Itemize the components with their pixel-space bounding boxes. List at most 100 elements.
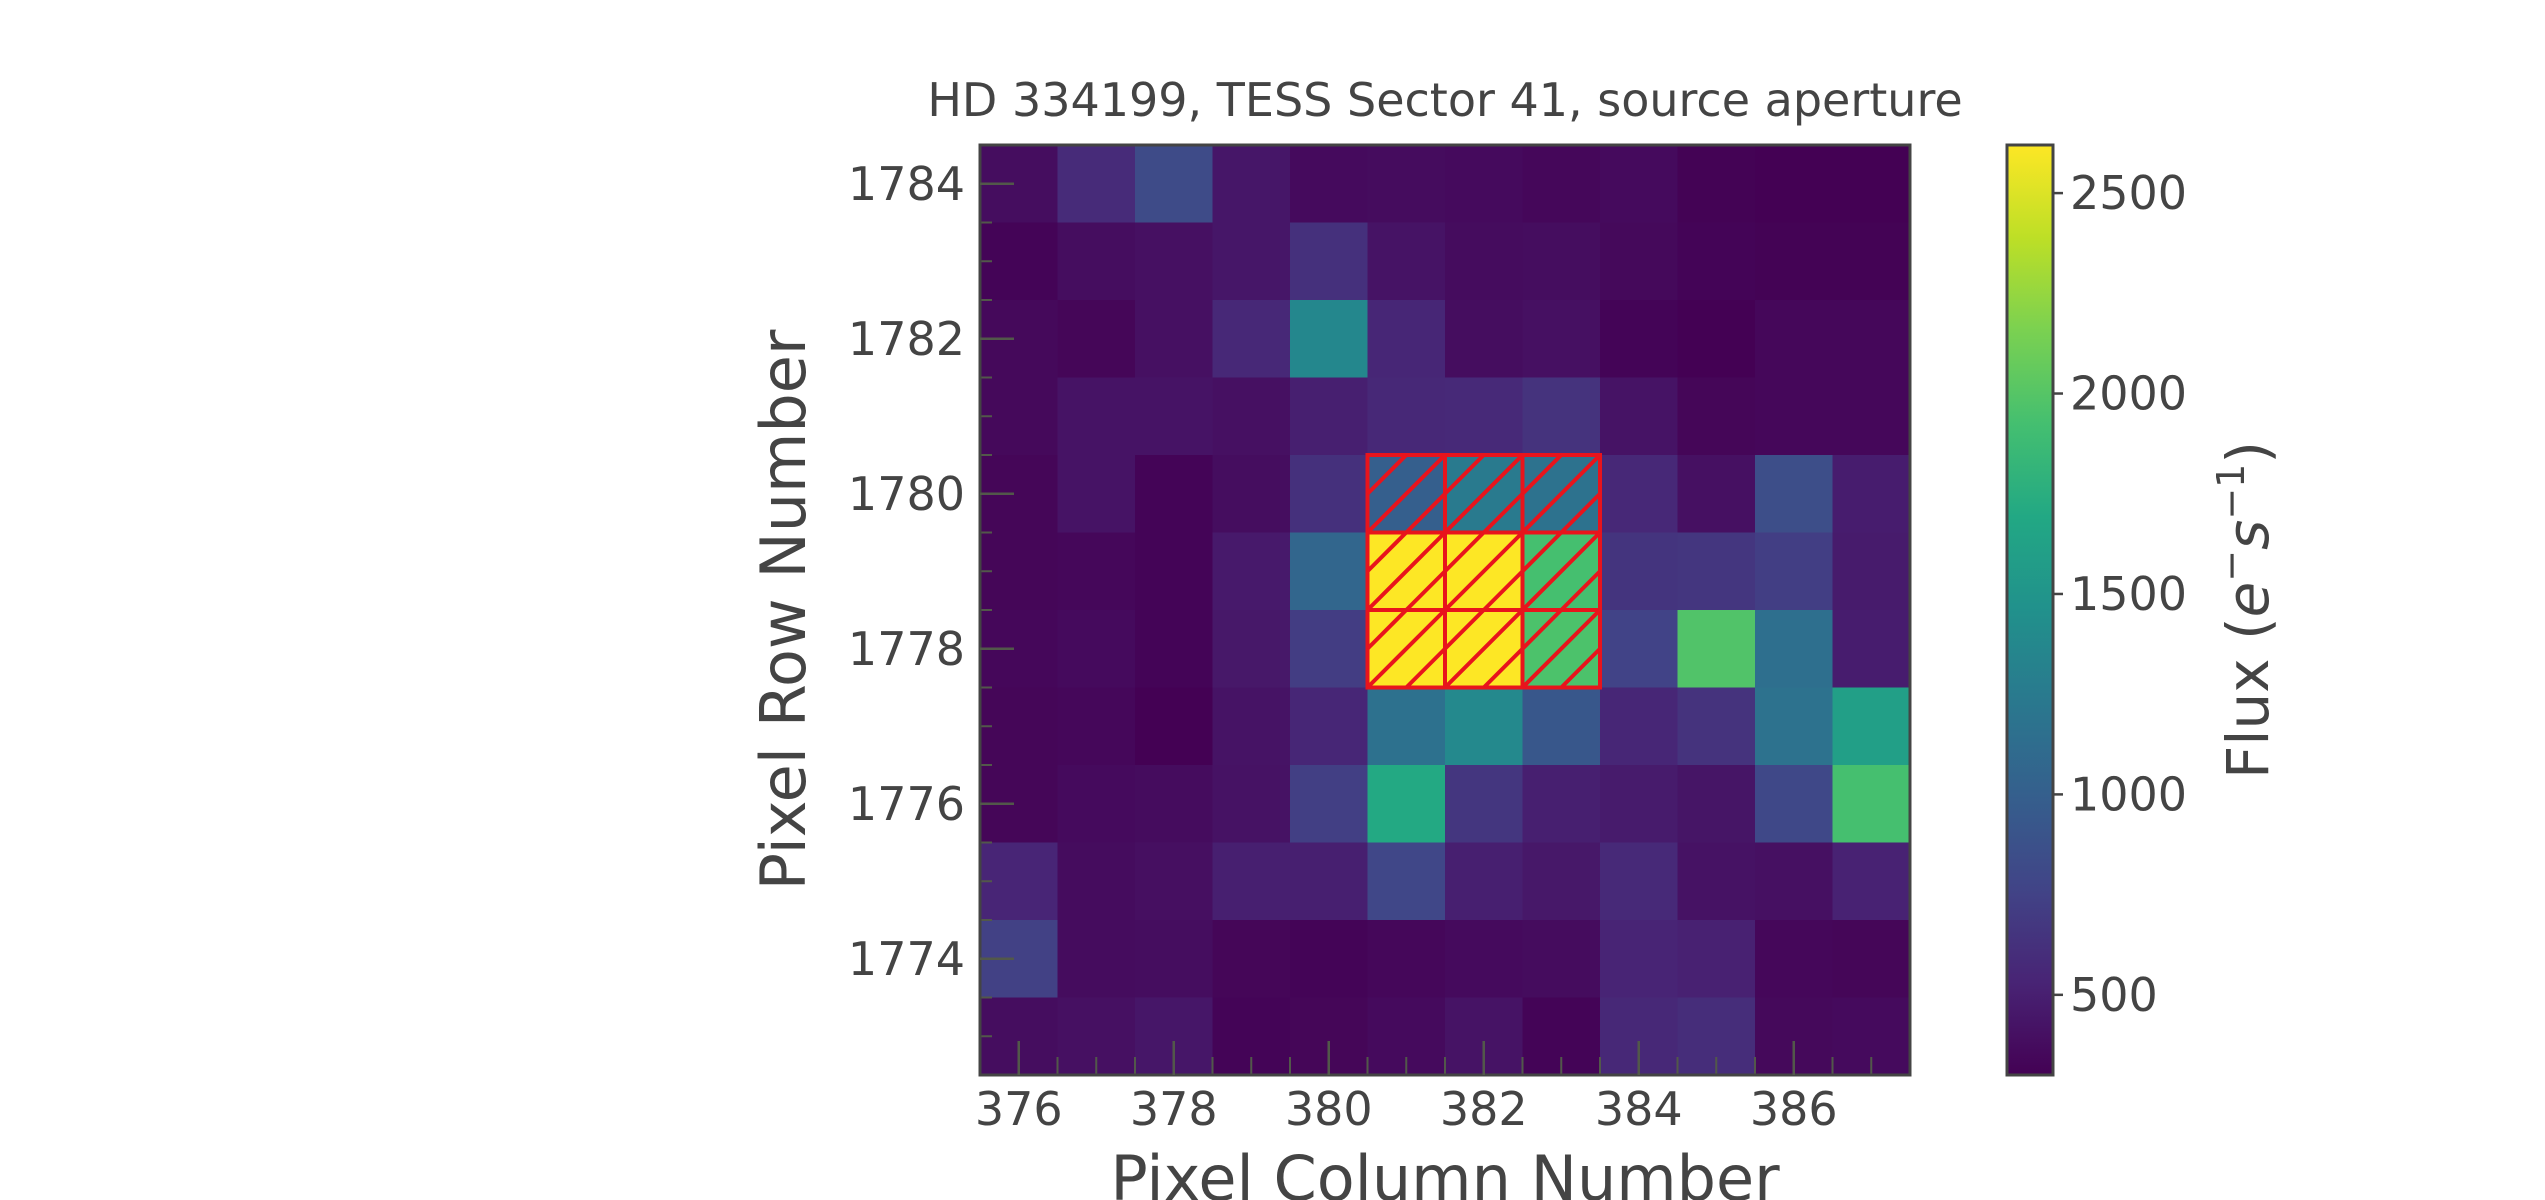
heatmap-cell [1135, 610, 1214, 689]
colorbar-tick-label: 1500 [2070, 567, 2187, 621]
heatmap-cell [1832, 610, 1911, 689]
heatmap-cell [1290, 300, 1369, 379]
x-tick-label: 382 [1440, 1082, 1528, 1136]
heatmap-cell [1212, 920, 1291, 999]
heatmap-cell [1445, 920, 1524, 999]
heatmap-cell [1445, 300, 1524, 379]
heatmap-cell [1290, 842, 1369, 921]
heatmap-cell [1445, 377, 1524, 456]
heatmap-cell [1445, 765, 1524, 844]
heatmap-cells [980, 145, 1911, 1076]
heatmap-cell [1755, 222, 1834, 301]
heatmap-cell [1522, 687, 1601, 766]
x-tick-label: 384 [1595, 1082, 1683, 1136]
heatmap-cell [1290, 377, 1369, 456]
heatmap-cell [980, 842, 1059, 921]
heatmap-cell [1755, 145, 1834, 224]
aperture-hatch-line [1366, 608, 1447, 689]
heatmap-cell [1367, 687, 1446, 766]
heatmap-cell [1755, 920, 1834, 999]
plot-frame [978, 143, 1912, 1077]
heatmap-cell [1290, 920, 1369, 999]
x-axis-label: Pixel Column Number [1110, 1142, 1780, 1200]
heatmap-cell [1755, 842, 1834, 921]
heatmap-cell [1677, 532, 1756, 611]
heatmap-cell [1445, 687, 1524, 766]
chart-title: HD 334199, TESS Sector 41, source apertu… [927, 73, 1962, 127]
heatmap-cell [1290, 765, 1369, 844]
heatmap-cell [1135, 145, 1214, 224]
heatmap-cell [1135, 687, 1214, 766]
heatmap-cell [1290, 455, 1369, 534]
heatmap-cell [1212, 610, 1291, 689]
heatmap-cell [1522, 842, 1601, 921]
heatmap-cell [1522, 377, 1601, 456]
x-tick-label: 380 [1285, 1082, 1373, 1136]
x-tick-label: 386 [1750, 1082, 1838, 1136]
aperture-hatch-line [1521, 531, 1563, 573]
heatmap-cell [1135, 532, 1214, 611]
heatmap-cell [1290, 145, 1369, 224]
x-axis-ticks: 376 378 380 382 384 386 [975, 1041, 1838, 1136]
aperture-hatch-line [1559, 569, 1602, 612]
heatmap-cell [1290, 532, 1369, 611]
heatmap-cell [1367, 300, 1446, 379]
heatmap-cell [1755, 610, 1834, 689]
aperture-hatch-line [1366, 531, 1408, 573]
heatmap-cell [1832, 145, 1911, 224]
heatmap-cell [1057, 377, 1136, 456]
heatmap-cell [1600, 842, 1679, 921]
heatmap-cell [1832, 222, 1911, 301]
heatmap-cell [1755, 532, 1834, 611]
heatmap-cell [1600, 920, 1679, 999]
colorbar-tick-label: 500 [2070, 968, 2158, 1022]
heatmap-cell [1290, 222, 1369, 301]
heatmap-cell [1832, 377, 1911, 456]
heatmap-cell [1057, 300, 1136, 379]
heatmap-cell [1135, 300, 1214, 379]
heatmap-cell [1290, 687, 1369, 766]
aperture-hatch-line [1404, 492, 1447, 534]
heatmap-cell [1755, 455, 1834, 534]
heatmap-cell [1600, 455, 1679, 534]
colorbar-label: Flux (e−s−1) [2209, 441, 2282, 779]
heatmap-cell [1135, 765, 1214, 844]
aperture-hatch-line [1366, 608, 1408, 651]
heatmap-cell [1832, 532, 1911, 611]
aperture-hatch-line [1443, 453, 1486, 496]
heatmap-cell [1135, 920, 1214, 999]
heatmap-cell [1212, 687, 1291, 766]
heatmap-cell [1367, 145, 1446, 224]
aperture-hatch-line [1443, 531, 1524, 612]
heatmap-cell [1212, 145, 1291, 224]
heatmap-cell [1522, 145, 1601, 224]
heatmap-cell [1677, 455, 1756, 534]
y-axis-label: Pixel Row Number [747, 329, 820, 890]
heatmap-cell [1600, 765, 1679, 844]
y-tick-label: 1774 [848, 932, 965, 986]
heatmap-cell [1135, 222, 1214, 301]
heatmap-cell [1677, 377, 1756, 456]
heatmap-cell [1212, 222, 1291, 301]
heatmap-cell [1212, 765, 1291, 844]
heatmap-cell [1755, 377, 1834, 456]
heatmap-cell [1677, 920, 1756, 999]
heatmap-cell [1290, 610, 1369, 689]
heatmap-cell [1057, 455, 1136, 534]
colorbar-tick-label: 2000 [2070, 367, 2187, 421]
heatmap-cell [1057, 842, 1136, 921]
heatmap-cell [1212, 532, 1291, 611]
aperture-hatch-line [1443, 608, 1486, 651]
colorbar-tick-label: 2500 [2070, 166, 2187, 220]
x-tick-label: 376 [975, 1082, 1063, 1136]
aperture-hatch-line [1521, 453, 1563, 496]
heatmap-cell [1677, 222, 1756, 301]
heatmap-cell [1212, 455, 1291, 534]
heatmap-cell [1445, 145, 1524, 224]
x-tick-label: 378 [1130, 1082, 1218, 1136]
heatmap-cell [1755, 300, 1834, 379]
y-tick-label: 1778 [848, 622, 965, 676]
heatmap-cell [1677, 842, 1756, 921]
heatmap-cell [1600, 222, 1679, 301]
